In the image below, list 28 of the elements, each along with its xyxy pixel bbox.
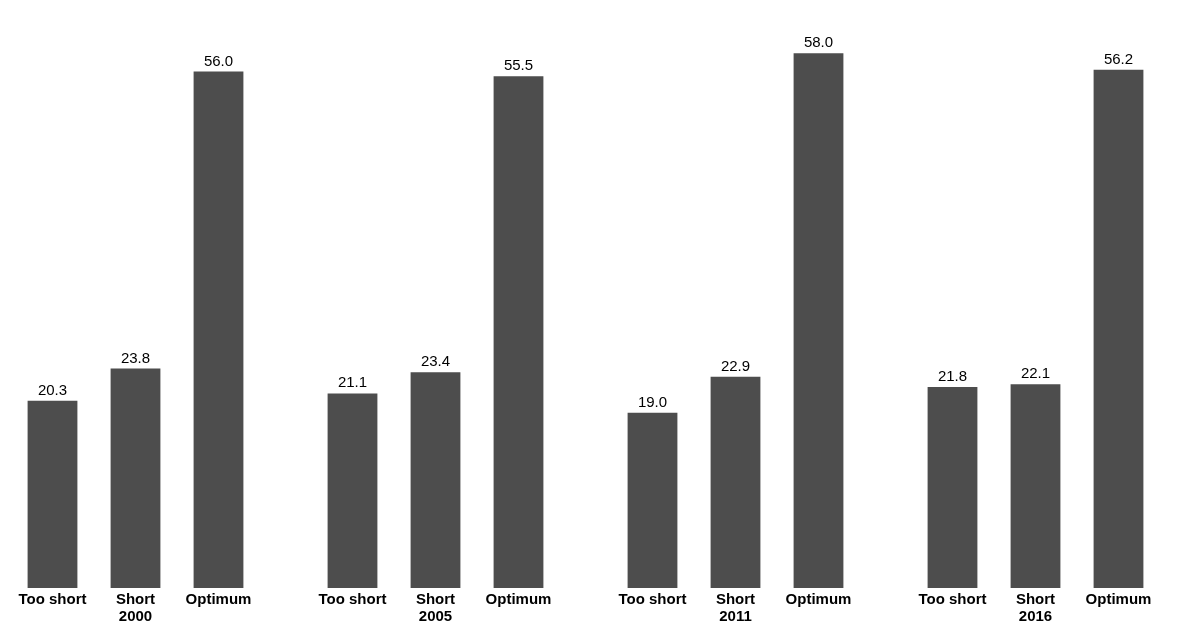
data-label: 23.4 [420,352,451,370]
data-label: 23.8 [120,348,151,366]
data-label: 55.5 [503,56,534,74]
x-tick-label: Short [715,590,756,607]
x-tick-label: Short [415,590,456,607]
x-tick-label: Optimum [785,590,852,607]
x-tick-label: Optimum [485,590,552,607]
x-tick-label: Too short [318,590,387,607]
x-tick-label: Too short [18,590,87,607]
data-label: 20.3 [37,380,68,398]
x-tick-label: Optimum [185,590,252,607]
data-label: 56.2 [1103,49,1134,67]
x-axis-title: 2016 [1018,607,1053,624]
x-tick-label: Short [1015,590,1056,607]
x-axis-title: 2005 [418,607,453,624]
x-tick-label: Optimum [1085,590,1152,607]
x-axis-title: 2000 [118,607,153,624]
data-label: 21.8 [937,366,968,384]
x-tick-label: Too short [618,590,687,607]
x-tick-label: Too short [918,590,987,607]
data-label: 22.9 [720,356,751,374]
data-label: 58.0 [803,33,834,51]
data-label: 19.0 [637,392,668,410]
data-label: 21.1 [337,373,368,391]
x-tick-label: Short [115,590,156,607]
x-axis-title: 2011 [719,607,752,624]
data-label: 56.0 [203,51,234,69]
data-label: 22.1 [1020,364,1051,382]
